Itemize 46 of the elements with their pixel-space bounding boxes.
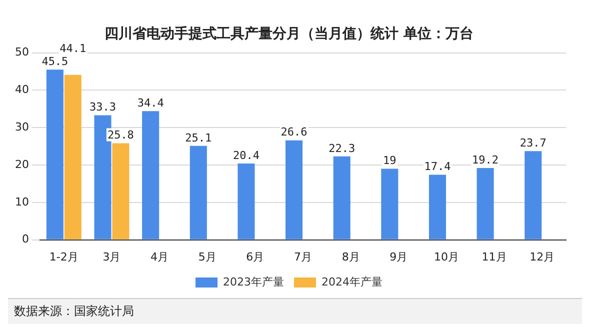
legend-label: 2023年产量 [223, 275, 284, 288]
x-tick-label: 7月 [294, 250, 312, 264]
x-tick-label: 12月 [530, 250, 555, 264]
chart-title: 四川省电动手提式工具产量分月（当月值）统计 单位：万台 [104, 25, 474, 42]
y-tick-label: 40 [14, 83, 29, 96]
bar [286, 140, 303, 240]
bar [381, 168, 398, 240]
data-label: 20.4 [232, 148, 260, 162]
bar [428, 174, 446, 240]
data-label: 45.5 [42, 54, 68, 68]
legend-label: 2024年产量 [322, 275, 382, 288]
data-label: 19 [383, 154, 396, 168]
bar [524, 151, 542, 240]
x-tick-label: 9月 [390, 250, 408, 264]
bar [46, 70, 64, 240]
x-tick-label: 11月 [482, 250, 507, 264]
x-tick-label: 3月 [102, 250, 121, 264]
bar [112, 143, 130, 240]
x-tick-label: 6月 [246, 250, 264, 264]
bar [142, 111, 160, 240]
data-label: 22.3 [328, 142, 356, 155]
data-label: 23.7 [520, 136, 546, 150]
source-note: 数据来源：国家统计局 [14, 304, 134, 318]
data-label: 25.8 [107, 128, 134, 142]
data-label: 44.1 [60, 42, 86, 55]
bar [476, 168, 494, 240]
x-tick-label: 4月 [150, 250, 169, 264]
data-label: 26.6 [280, 126, 308, 139]
y-tick-label: 20 [14, 158, 29, 171]
data-label: 19.2 [472, 153, 499, 166]
data-label: 34.4 [137, 96, 164, 110]
data-label: 25.1 [185, 131, 212, 144]
x-tick-label: 1-2月 [49, 250, 78, 264]
bar [333, 156, 350, 240]
bar [238, 164, 255, 240]
y-tick-label: 50 [14, 46, 29, 59]
x-tick-label: 8月 [342, 250, 360, 264]
x-tick-label: 5月 [198, 250, 216, 264]
data-label: 33.3 [90, 100, 116, 114]
bar [190, 146, 207, 240]
y-tick-label: 10 [14, 195, 29, 208]
y-tick-label: 0 [22, 232, 29, 246]
y-tick-label: 30 [14, 120, 29, 134]
bar [64, 74, 82, 240]
x-tick-label: 10月 [434, 250, 459, 264]
data-label: 17.4 [424, 160, 452, 174]
